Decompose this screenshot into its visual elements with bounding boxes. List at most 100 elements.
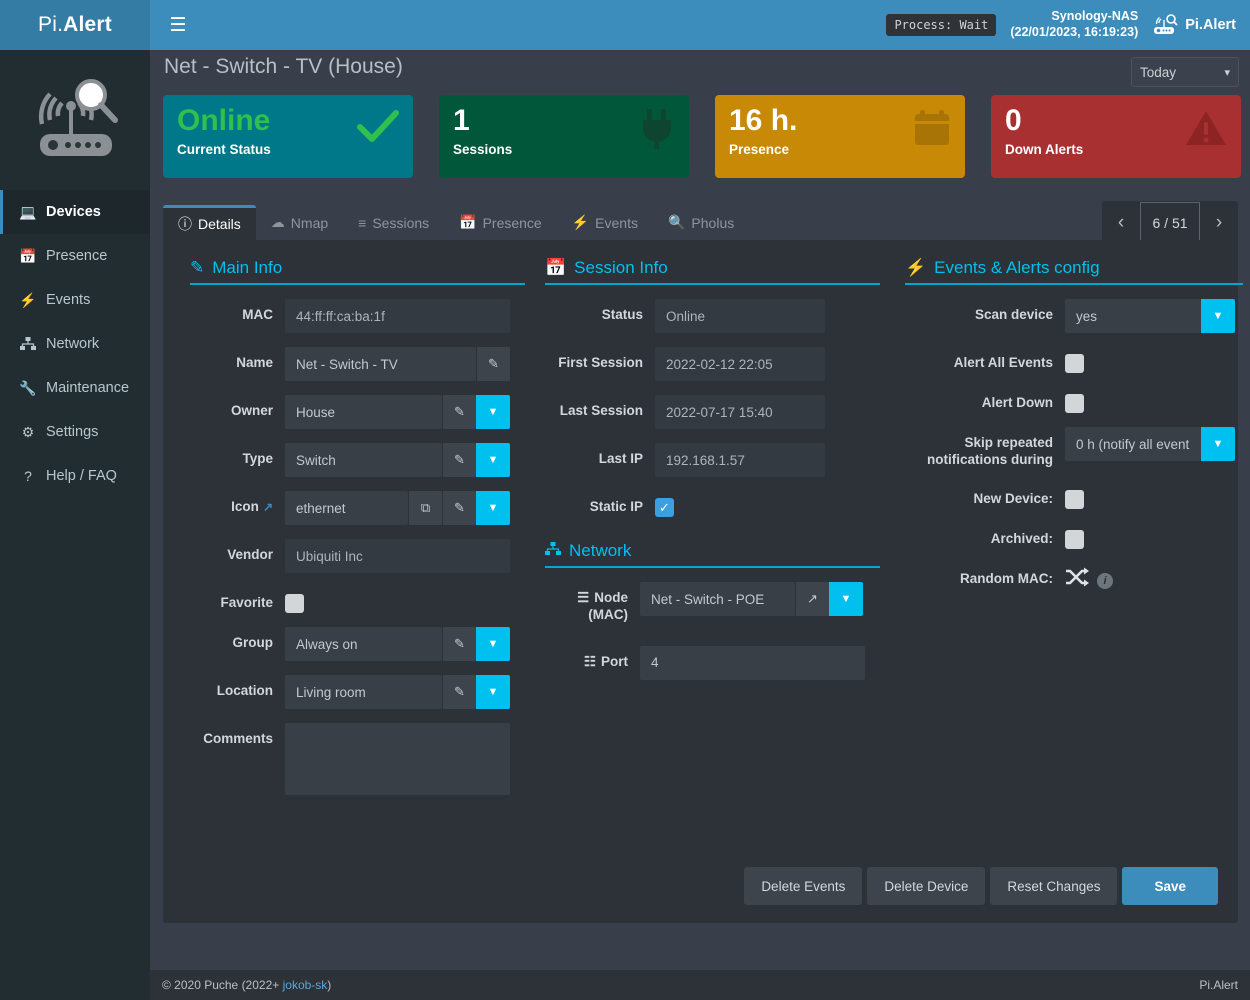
delete-device-button[interactable]: Delete Device xyxy=(867,867,986,905)
sidebar-item-devices[interactable]: 💻 Devices xyxy=(0,190,150,234)
static-ip-checkbox[interactable]: ✓ xyxy=(655,498,674,517)
pager-current[interactable]: 6 / 51 xyxy=(1140,202,1200,243)
header-brand[interactable]: Pi.Alert xyxy=(1152,14,1236,36)
owner-input[interactable]: House xyxy=(285,395,442,429)
stat-value: 0 xyxy=(1005,104,1022,137)
info-icon[interactable]: i xyxy=(1097,572,1113,589)
tab-nmap[interactable]: ☁ Nmap xyxy=(256,205,343,240)
sidebar-item-help-faq[interactable]: ? Help / FAQ xyxy=(0,454,150,498)
tab-label: Presence xyxy=(482,214,542,231)
last-ip-control: 192.168.1.57 xyxy=(655,443,825,477)
chevron-down-icon[interactable]: ▼ xyxy=(1201,427,1235,461)
comments-textarea[interactable] xyxy=(285,723,510,795)
stat-value: Online xyxy=(177,104,271,137)
skip-repeated-value[interactable]: 0 h (notify all event xyxy=(1065,427,1201,461)
field-row-name: Name Net - Switch - TV ✎ xyxy=(190,347,525,381)
field-row-type: Type Switch ✎ ▼ xyxy=(190,443,525,477)
sidebar: 💻 Devices 📅 Presence ⚡ Events Network 🔧 … xyxy=(0,50,150,1000)
tab-presence[interactable]: 📅 Presence xyxy=(444,205,557,240)
chevron-down-icon[interactable]: ▼ xyxy=(829,582,863,616)
field-row-group: Group Always on ✎ ▼ xyxy=(190,627,525,661)
field-row-archived: Archived: xyxy=(905,523,1243,549)
field-row-node: ☰ Node (MAC) Net - Switch - POE ↗ ▼ xyxy=(545,582,880,624)
name-control: Net - Switch - TV ✎ xyxy=(285,347,510,381)
node-control: Net - Switch - POE ↗ ▼ xyxy=(640,582,863,616)
save-button[interactable]: Save xyxy=(1122,867,1218,905)
node-input[interactable]: Net - Switch - POE xyxy=(640,582,795,616)
tab-events[interactable]: ⚡ Events xyxy=(557,205,653,240)
chevron-down-icon[interactable]: ▼ xyxy=(476,491,510,525)
sidebar-item-events[interactable]: ⚡ Events xyxy=(0,278,150,322)
stat-box-down-alerts[interactable]: 0 Down Alerts xyxy=(991,95,1241,178)
icon-label-text: Icon xyxy=(231,499,259,514)
group-input[interactable]: Always on xyxy=(285,627,442,661)
vendor-input[interactable]: Ubiquiti Inc xyxy=(285,539,510,573)
details-panel: ✎ Main Info MAC 44:ff:ff:ca:ba:1f Name N… xyxy=(163,240,1243,923)
pencil-icon[interactable]: ✎ xyxy=(442,395,476,429)
first-session-label: First Session xyxy=(558,355,643,370)
events-config-title: ⚡ Events & Alerts config xyxy=(905,258,1243,285)
location-input[interactable]: Living room xyxy=(285,675,442,709)
group-label: Group xyxy=(232,635,274,650)
sidebar-item-maintenance[interactable]: 🔧 Maintenance xyxy=(0,366,150,410)
scan-device-value[interactable]: yes xyxy=(1065,299,1201,333)
hamburger-icon[interactable]: ☰ xyxy=(169,14,187,36)
field-row-favorite: Favorite xyxy=(190,587,525,613)
port-control: 4 xyxy=(640,645,865,680)
chevron-down-icon[interactable]: ▼ xyxy=(476,395,510,429)
alert-all-events-checkbox[interactable] xyxy=(1065,354,1084,373)
pager-prev-icon[interactable]: ‹ xyxy=(1117,211,1125,233)
footer-link-jokob-sk[interactable]: jokob-sk xyxy=(282,978,328,992)
session-info-title: 📅 Session Info xyxy=(545,258,880,285)
stat-box-presence[interactable]: 16 h. Presence xyxy=(715,95,965,178)
delete-events-button[interactable]: Delete Events xyxy=(744,867,863,905)
tab-label: Details xyxy=(198,216,241,232)
external-link-icon[interactable]: ↗ xyxy=(262,499,273,514)
stat-box-sessions[interactable]: 1 Sessions xyxy=(439,95,689,178)
chevron-down-icon[interactable]: ▼ xyxy=(1201,299,1235,333)
archived-checkbox[interactable] xyxy=(1065,529,1084,549)
new-device-checkbox[interactable] xyxy=(1065,489,1084,509)
type-input[interactable]: Switch xyxy=(285,443,442,477)
question-icon: ? xyxy=(24,468,32,484)
stat-box-current-status[interactable]: Online Current Status xyxy=(163,95,413,178)
chevron-down-icon[interactable]: ▼ xyxy=(476,675,510,709)
tab-pholus[interactable]: 🔍 Pholus xyxy=(653,205,749,240)
alert-down-checkbox[interactable] xyxy=(1065,394,1084,413)
sidebar-item-settings[interactable]: ⚙ Settings xyxy=(0,410,150,454)
pencil-icon[interactable]: ✎ xyxy=(442,443,476,477)
name-input[interactable]: Net - Switch - TV xyxy=(285,347,476,381)
static-ip-control: ✓ xyxy=(655,491,674,517)
sidebar-item-presence[interactable]: 📅 Presence xyxy=(0,234,150,278)
open-node-icon[interactable]: ↗ xyxy=(795,582,829,616)
pencil-icon[interactable]: ✎ xyxy=(442,675,476,709)
events-alerts-config-section: ⚡ Events & Alerts config Scan device yes… xyxy=(905,258,1243,592)
pencil-icon[interactable]: ✎ xyxy=(442,491,476,525)
period-select[interactable]: Today ▾ xyxy=(1131,57,1239,87)
last-session-control: 2022-07-17 15:40 xyxy=(655,395,825,429)
pencil-icon: ✎ xyxy=(190,258,205,277)
mac-input[interactable]: 44:ff:ff:ca:ba:1f xyxy=(285,299,510,333)
icon-input[interactable]: ethernet xyxy=(285,491,408,525)
reset-changes-button[interactable]: Reset Changes xyxy=(990,867,1118,905)
sidebar-item-network[interactable]: Network xyxy=(0,322,150,366)
pager-next-icon[interactable]: › xyxy=(1215,211,1223,233)
first-session-value: 2022-02-12 22:05 xyxy=(655,347,825,381)
copy-icon[interactable]: ⧉ xyxy=(408,491,442,525)
pencil-icon[interactable]: ✎ xyxy=(476,347,510,381)
tab-sessions[interactable]: ≡ Sessions xyxy=(343,205,444,240)
chevron-down-icon[interactable]: ▼ xyxy=(476,627,510,661)
field-row-status: Status Online xyxy=(545,299,880,333)
bolt-icon: ⚡ xyxy=(571,214,590,230)
logo-bold: Alert xyxy=(63,13,112,36)
chevron-down-icon[interactable]: ▼ xyxy=(476,443,510,477)
pencil-icon[interactable]: ✎ xyxy=(442,627,476,661)
favorite-checkbox[interactable] xyxy=(285,594,304,613)
tab-details[interactable]: ⓘ Details xyxy=(163,205,256,240)
location-control: Living room ✎ ▼ xyxy=(285,675,510,709)
sitemap-icon xyxy=(19,337,37,351)
last-session-value: 2022-07-17 15:40 xyxy=(655,395,825,429)
bolt-icon: ⚡ xyxy=(905,258,927,277)
app-logo[interactable]: Pi.Alert xyxy=(0,0,150,50)
port-input[interactable]: 4 xyxy=(640,645,865,680)
